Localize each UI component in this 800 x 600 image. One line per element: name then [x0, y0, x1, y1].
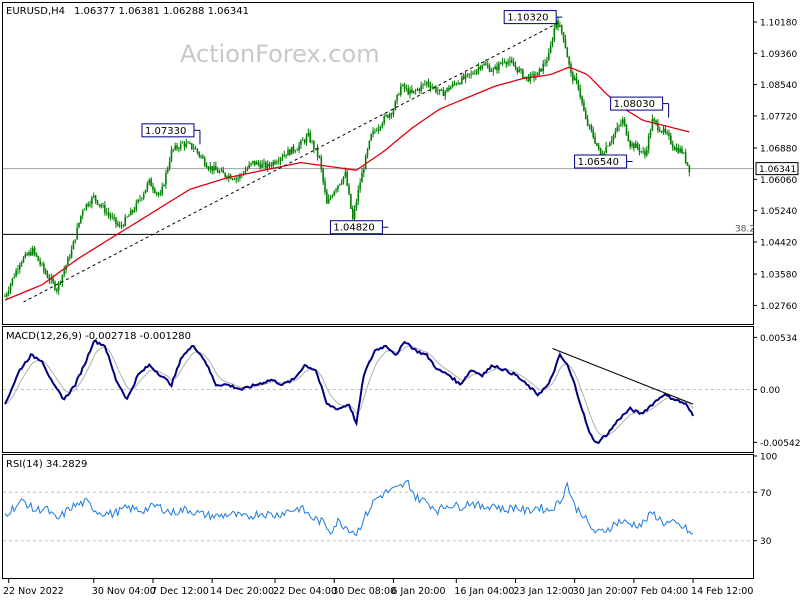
rsi-axis-label: 70 — [760, 489, 772, 499]
ohlc-label: 1.06377 1.06381 1.06288 1.06341 — [74, 6, 249, 17]
rsi-panel-frame — [2, 454, 754, 579]
price-panel-frame — [2, 2, 754, 325]
macd-trendline — [552, 348, 694, 405]
price-trendline — [23, 21, 561, 303]
price-label-text: 1.10320 — [507, 13, 548, 24]
price-axis-label: 1.08540 — [760, 81, 797, 91]
macd-title: MACD(12,26,9) -0.002718 -0.001280 — [6, 331, 191, 342]
x-axis-label: 22 Dec 04:00 — [273, 586, 337, 597]
watermark-text: ActionForex.com — [180, 40, 380, 68]
macd-axis-label: 0.00534 — [760, 334, 797, 344]
x-axis-label: 14 Dec 20:00 — [210, 586, 274, 597]
macd-axis-label: -0.005421 — [760, 439, 800, 449]
price-axis-label: 1.05240 — [760, 207, 797, 217]
moving-average-line — [4, 67, 690, 301]
price-label-text: 1.06540 — [578, 157, 619, 168]
x-axis-label: 16 Jan 04:00 — [454, 586, 514, 597]
macd-axis-label: 0.00 — [760, 386, 780, 396]
x-axis-label: 30 Dec 08:00 — [332, 586, 396, 597]
macd-line — [4, 338, 695, 445]
rsi-axis-label: 30 — [760, 537, 772, 547]
current-price-text: 1.06341 — [759, 165, 796, 175]
symbol-label: EURUSD,H4 — [6, 6, 65, 17]
price-axis-label: 1.06880 — [760, 145, 797, 155]
price-label-text: 1.07330 — [145, 126, 186, 137]
price-label-text: 1.08030 — [614, 99, 655, 110]
rsi-title: RSI(14) 34.2829 — [6, 459, 87, 470]
rsi-line — [4, 479, 694, 537]
current-price-tag — [755, 162, 799, 176]
x-axis-label: 7 Dec 12:00 — [151, 586, 209, 597]
price-axis-label: 1.06060 — [760, 176, 797, 186]
x-axis-label: 7 Feb 04:00 — [632, 586, 688, 597]
x-axis-label: 6 Jan 20:00 — [391, 586, 445, 597]
x-axis-label: 30 Nov 04:00 — [92, 586, 156, 597]
price-axis-label: 1.02760 — [760, 302, 797, 312]
x-axis-label: 30 Jan 20:00 — [573, 586, 633, 597]
price-axis-label: 1.04420 — [760, 239, 797, 249]
price-axis-label: 1.09360 — [760, 50, 797, 60]
price-axis-label: 1.07720 — [760, 112, 797, 122]
fib-level-label: 38.2 — [735, 224, 755, 234]
x-axis-label: 22 Nov 2022 — [3, 586, 64, 597]
x-axis-label: 14 Feb 12:00 — [691, 586, 753, 597]
price-label-text: 1.04820 — [333, 223, 374, 234]
rsi-axis-label: 100 — [760, 453, 777, 463]
price-axis-label: 1.10180 — [760, 18, 797, 28]
x-axis-label: 23 Jan 12:00 — [513, 586, 573, 597]
price-axis-label: 1.03580 — [760, 271, 797, 281]
